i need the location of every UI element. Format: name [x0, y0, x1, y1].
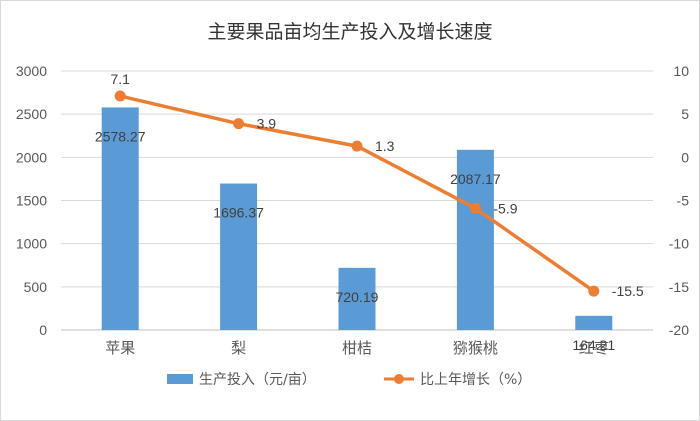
bar-data-labels: 2578.27 1696.37 720.19 2087.17 164.21 [95, 128, 616, 352]
right-tick-label: -15 [669, 279, 689, 295]
chart-title: 主要果品亩均生产投入及增长速度 [207, 21, 492, 43]
bar [456, 149, 494, 330]
left-tick-label: 1500 [16, 193, 47, 209]
right-tick-label: 10 [673, 63, 689, 79]
line-value-label: 1.3 [375, 138, 395, 154]
legend: 生产投入（元/亩） 比上年增长（%） [167, 371, 531, 388]
right-tick-label: -5 [677, 193, 690, 209]
line-value-label: -5.9 [493, 200, 517, 216]
bar [101, 107, 139, 330]
right-tick-label: -20 [669, 322, 689, 338]
bar-value-label: 2087.17 [450, 171, 501, 187]
legend-bar-swatch [167, 374, 193, 384]
bar-value-label: 2578.27 [95, 128, 146, 144]
bar-series [101, 107, 613, 330]
legend-line-label: 比上年增长（%） [420, 372, 531, 388]
right-tick-label: 5 [681, 106, 689, 122]
left-tick-label: 2500 [16, 106, 47, 122]
line-point [469, 202, 481, 214]
line-value-label: -15.5 [612, 283, 644, 299]
category-label: 红枣 [579, 339, 609, 357]
category-label: 猕猴桃 [453, 339, 498, 357]
line-point [351, 140, 363, 152]
bar-value-label: 720.19 [336, 289, 379, 305]
left-tick-label: 3000 [16, 63, 47, 79]
category-label: 柑桔 [342, 339, 372, 357]
bar-value-label: 164.21 [572, 337, 615, 353]
left-tick-label: 2000 [16, 149, 47, 165]
growth-line [119, 94, 595, 293]
line-point [233, 118, 245, 130]
legend-line-marker [394, 374, 404, 384]
left-tick-label: 1000 [16, 236, 47, 252]
category-label: 苹果 [105, 339, 135, 357]
bar [575, 315, 613, 330]
category-labels: 苹果 梨 柑桔 猕猴桃 红枣 [105, 339, 609, 357]
category-label: 梨 [231, 339, 246, 357]
bar [338, 267, 376, 330]
left-tick-label: 500 [24, 279, 48, 295]
left-axis-ticks: 0 500 1000 1500 2000 2500 3000 [16, 63, 47, 338]
line-series [114, 90, 600, 297]
line-point [114, 90, 126, 102]
line-value-label: 7.1 [110, 71, 130, 87]
right-axis-ticks: -20 -15 -10 -5 0 5 10 [669, 63, 689, 338]
right-tick-label: -10 [669, 236, 689, 252]
legend-bar-label: 生产投入（元/亩） [199, 371, 316, 388]
line-value-label: 3.9 [257, 116, 277, 132]
bar-value-label: 1696.37 [213, 205, 264, 221]
line-data-labels: 7.1 3.9 1.3 -5.9 -15.5 [110, 71, 643, 299]
line-point [588, 285, 600, 297]
bar [220, 183, 258, 330]
right-tick-label: 0 [681, 149, 689, 165]
left-tick-label: 0 [39, 322, 47, 338]
gridlines [61, 70, 653, 331]
